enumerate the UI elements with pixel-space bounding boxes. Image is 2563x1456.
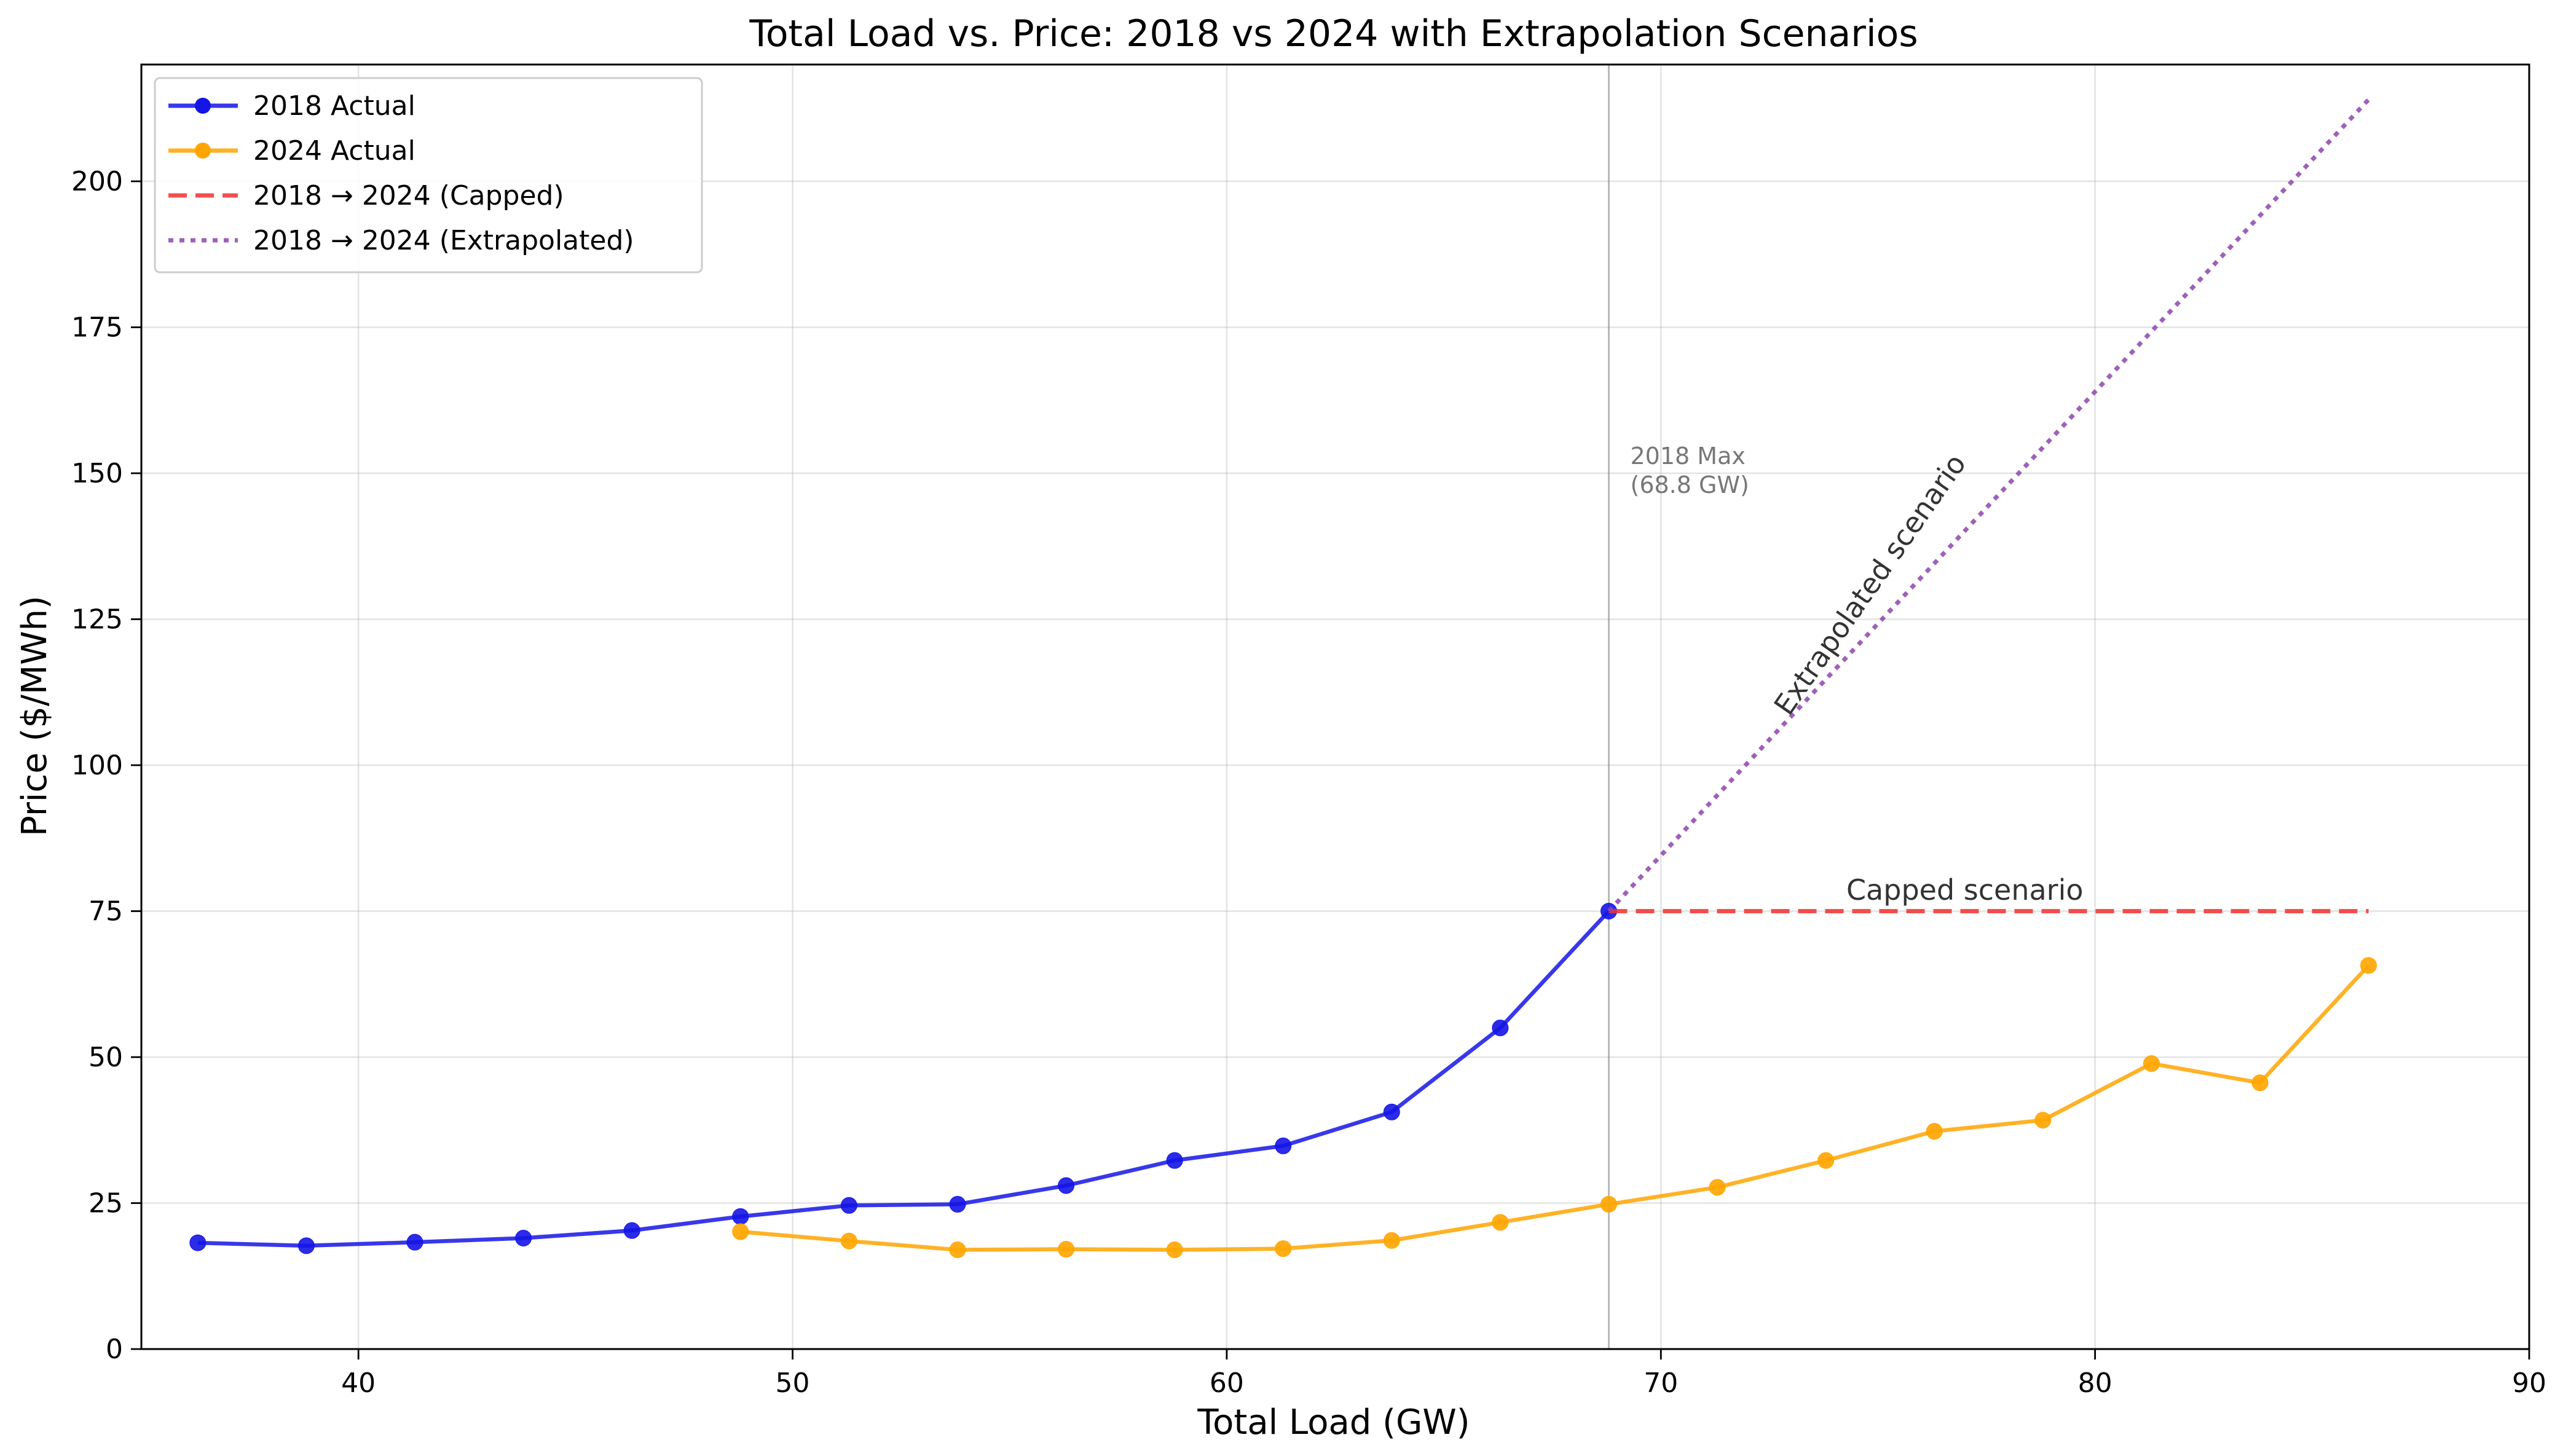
series-point-0 <box>406 1234 423 1251</box>
legend-label-3: 2018 → 2024 (Extrapolated) <box>253 225 634 256</box>
series-point-0 <box>949 1195 966 1213</box>
legend-box <box>154 77 703 273</box>
series-point-0 <box>732 1208 749 1225</box>
series-point-1 <box>1275 1240 1292 1257</box>
x-axis-label: Total Load (GW) <box>1197 1403 1470 1442</box>
series-point-0 <box>515 1230 532 1246</box>
series-point-1 <box>1383 1232 1400 1249</box>
series-point-1 <box>732 1223 749 1240</box>
vline-label-2: (68.8 GW) <box>1631 471 1749 498</box>
y-tick-label: 125 <box>71 604 123 636</box>
series-point-0 <box>840 1197 857 1214</box>
series-point-1 <box>1492 1214 1509 1231</box>
series-point-1 <box>1709 1179 1726 1196</box>
legend: 2018 Actual 2024 Actual 2018 → 2024 (Cappe… <box>154 77 703 273</box>
series-point-1 <box>840 1232 857 1249</box>
x-tick-label: 50 <box>776 1367 810 1399</box>
series-point-1 <box>1926 1123 1943 1140</box>
x-tick-label: 40 <box>341 1367 376 1399</box>
series-point-0 <box>297 1237 315 1254</box>
x-tick-label: 80 <box>2078 1367 2112 1399</box>
y-tick-label: 100 <box>71 750 123 781</box>
plot-frame <box>140 63 2530 1350</box>
y-tick-label: 150 <box>71 458 123 489</box>
series-point-1 <box>2143 1055 2160 1072</box>
y-axis-label: Price ($/MWh) <box>15 596 55 836</box>
capped-scenario-label: Capped scenario <box>1846 873 2084 907</box>
legend-marker-1 <box>195 143 211 159</box>
y-tick-label: 200 <box>71 166 123 197</box>
series-point-0 <box>1166 1152 1183 1169</box>
series-point-1 <box>2360 957 2377 974</box>
x-tick-label: 90 <box>2512 1367 2546 1399</box>
legend-label-1: 2024 Actual <box>253 135 415 167</box>
series-point-1 <box>1166 1242 1183 1258</box>
legend-label-2: 2018 → 2024 (Capped) <box>253 180 564 211</box>
y-tick-label: 50 <box>89 1042 123 1073</box>
legend-marker-0 <box>195 98 211 114</box>
y-tick-label: 75 <box>89 896 123 927</box>
series-line-0 <box>197 910 1610 1248</box>
series-point-0 <box>189 1234 207 1251</box>
y-tick-label: 175 <box>71 312 123 344</box>
series-point-1 <box>949 1242 966 1258</box>
series-point-0 <box>1058 1177 1075 1194</box>
series-point-1 <box>1058 1241 1075 1258</box>
chart-title: Total Load vs. Price: 2018 vs 2024 with … <box>749 12 1918 55</box>
y-tick-label: 0 <box>106 1334 123 1365</box>
series-line-3 <box>1607 98 2371 913</box>
series-point-1 <box>1600 1195 1618 1213</box>
series-point-0 <box>1275 1137 1292 1154</box>
x-tick-label: 60 <box>1210 1367 1244 1399</box>
plot-series <box>189 98 2377 1258</box>
series-point-1 <box>2034 1112 2052 1129</box>
series-point-1 <box>1817 1152 1835 1169</box>
axes: 40 50 60 70 80 90 0 25 50 75 100 125 150 175 200 <box>71 166 2546 1399</box>
series-point-0 <box>1492 1020 1509 1036</box>
series-point-0 <box>1383 1103 1400 1120</box>
legend-label-0: 2018 Actual <box>253 90 415 122</box>
series-line-1 <box>740 964 2371 1252</box>
series-point-1 <box>2251 1074 2269 1092</box>
series-point-0 <box>623 1222 640 1239</box>
vline-label-1: 2018 Max <box>1631 443 1746 470</box>
y-tick-label: 25 <box>89 1188 123 1219</box>
x-tick-label: 70 <box>1644 1367 1678 1399</box>
